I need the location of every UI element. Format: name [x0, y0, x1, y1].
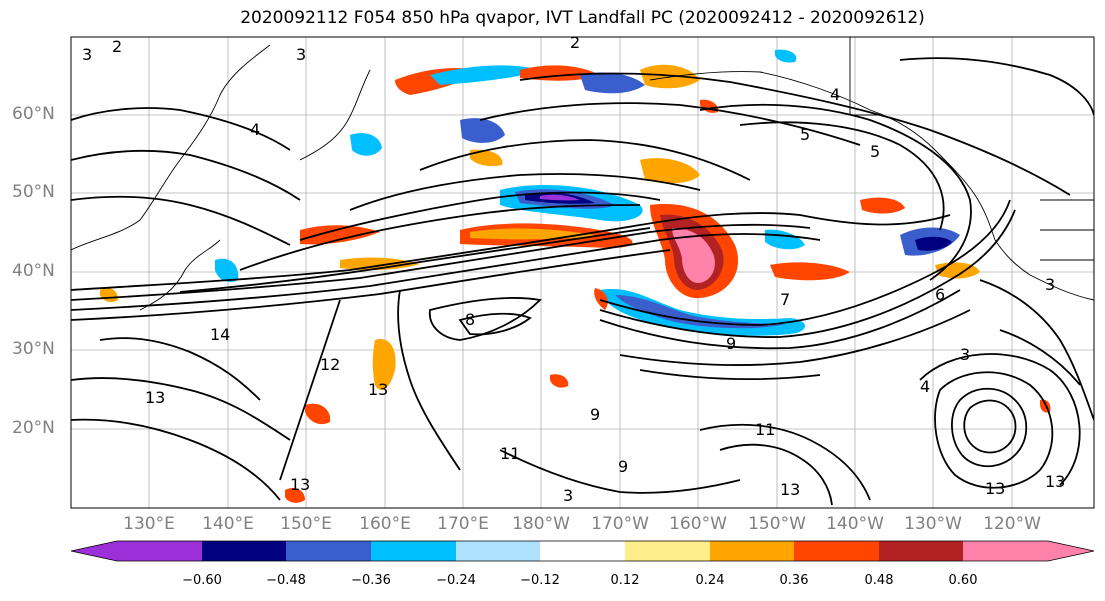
- colorbar-tick: −0.12: [520, 573, 560, 588]
- colorbar-tick: −0.24: [436, 573, 476, 588]
- lon-label-170e: 170°E: [437, 514, 489, 534]
- colorbar-tick: 0.60: [948, 573, 978, 588]
- colorbar-segment: [71, 541, 117, 561]
- colorbar-segment: [710, 541, 794, 561]
- lat-label-50n: 50°N: [12, 182, 55, 202]
- colorbar-tick: 0.48: [864, 573, 894, 588]
- lon-label-120w: 120°W: [983, 514, 1041, 534]
- colorbar-segment: [286, 541, 371, 561]
- lon-label-170w: 170°W: [591, 514, 649, 534]
- lon-label-130e: 130°E: [123, 514, 175, 534]
- map-border: [70, 36, 1095, 509]
- map-area: [71, 37, 1094, 508]
- lon-label-130w: 130°W: [904, 514, 962, 534]
- lat-label-60n: 60°N: [12, 104, 55, 124]
- colorbar-segment: [202, 541, 286, 561]
- colorbar-tick: −0.60: [182, 573, 222, 588]
- lon-label-160w: 160°W: [669, 514, 727, 534]
- lon-label-150w: 150°W: [748, 514, 806, 534]
- lat-label-30n: 30°N: [12, 339, 55, 359]
- lon-label-160e: 160°E: [359, 514, 411, 534]
- colorbar-segment: [625, 541, 710, 561]
- colorbar-segment: [456, 541, 540, 561]
- lat-label-20n: 20°N: [12, 418, 55, 438]
- lon-label-150e: 150°E: [280, 514, 332, 534]
- colorbar: [70, 540, 1095, 562]
- colorbar-tick: 0.12: [610, 573, 640, 588]
- colorbar-segment: [794, 541, 879, 561]
- colorbar-tick: −0.36: [351, 573, 391, 588]
- colorbar-segment: [879, 541, 963, 561]
- colorbar-segment: [371, 541, 456, 561]
- colorbar-segment: [540, 541, 625, 561]
- lon-label-140w: 140°W: [826, 514, 884, 534]
- colorbar-tick: 0.36: [779, 573, 809, 588]
- lon-label-140e: 140°E: [202, 514, 254, 534]
- colorbar-segment: [117, 541, 202, 561]
- lat-label-40n: 40°N: [12, 261, 55, 281]
- colorbar-tick: −0.48: [266, 573, 306, 588]
- colorbar-segment: [963, 541, 1094, 561]
- colorbar-tick: 0.24: [695, 573, 725, 588]
- contours: [71, 57, 1094, 506]
- map-title: 2020092112 F054 850 hPa qvapor, IVT Land…: [240, 8, 925, 28]
- lon-label-180w: 180°W: [512, 514, 570, 534]
